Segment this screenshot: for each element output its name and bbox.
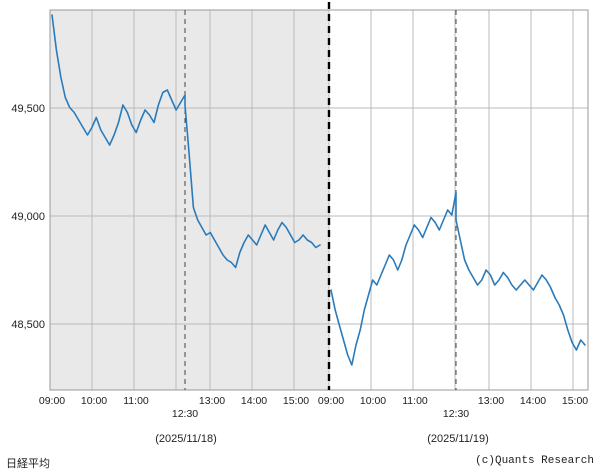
x-tick-label-break: 12:30 [443, 408, 469, 420]
y-axis-labels: 49,500 49,000 48,500 [11, 103, 45, 331]
x-tick-label: 11:00 [123, 395, 149, 407]
x-tick-label: 14:00 [520, 395, 546, 407]
x-tick-label: 15:00 [283, 395, 309, 407]
x-tick-label: 09:00 [318, 395, 344, 407]
price-line-day1 [51, 14, 321, 269]
x-tick-label-break: 12:30 [172, 408, 198, 420]
plot-frame [49, 9, 589, 391]
x-tick-label: 11:00 [402, 395, 428, 407]
x-tick-label: 15:00 [562, 395, 588, 407]
x-tick-label: 10:00 [360, 395, 386, 407]
y-gridlines [50, 107, 588, 325]
session-label-day2: (2025/11/19) [427, 433, 489, 445]
x-tick-label: 14:00 [241, 395, 267, 407]
y-tick-label: 48,500 [11, 319, 45, 331]
x-axis-labels-day1: 09:00 10:00 11:00 12:30 13:00 14:00 15:0… [39, 395, 309, 420]
x-tick-label: 09:00 [39, 395, 65, 407]
chart-footer-label: 日経平均 [6, 458, 50, 470]
copyright-label: (c)Quants Research [475, 455, 594, 467]
x-tick-label: 13:00 [478, 395, 504, 407]
session-date-labels: (2025/11/18) (2025/11/19) [155, 433, 489, 445]
x-gridlines [49, 10, 574, 390]
session-label-day1: (2025/11/18) [155, 433, 217, 445]
x-tick-label: 13:00 [199, 395, 225, 407]
y-tick-label: 49,500 [11, 103, 45, 115]
x-axis-labels-day2: 09:00 10:00 11:00 12:30 13:00 14:00 15:0… [318, 395, 588, 420]
y-tick-label: 49,000 [11, 211, 45, 223]
x-tick-label: 10:00 [81, 395, 107, 407]
session-shade-day1 [50, 10, 329, 390]
price-line-day2 [330, 191, 586, 366]
